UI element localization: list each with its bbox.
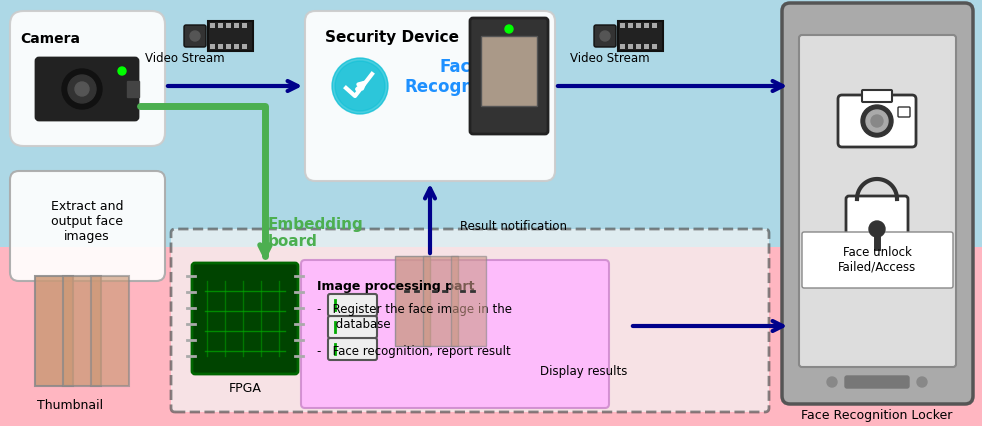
Circle shape bbox=[68, 76, 96, 104]
FancyBboxPatch shape bbox=[782, 4, 973, 404]
FancyBboxPatch shape bbox=[242, 45, 247, 50]
FancyBboxPatch shape bbox=[328, 338, 377, 360]
FancyBboxPatch shape bbox=[862, 91, 892, 103]
Text: Face
Recognition: Face Recognition bbox=[405, 58, 517, 96]
FancyBboxPatch shape bbox=[35, 276, 73, 386]
Circle shape bbox=[332, 59, 388, 115]
Circle shape bbox=[869, 222, 885, 237]
FancyBboxPatch shape bbox=[218, 24, 223, 29]
FancyBboxPatch shape bbox=[10, 12, 165, 147]
FancyBboxPatch shape bbox=[652, 24, 657, 29]
FancyBboxPatch shape bbox=[192, 263, 298, 374]
Text: Video Stream: Video Stream bbox=[145, 52, 225, 65]
FancyBboxPatch shape bbox=[620, 45, 625, 50]
Text: Security Device: Security Device bbox=[325, 30, 459, 45]
FancyBboxPatch shape bbox=[898, 108, 910, 118]
Circle shape bbox=[75, 83, 89, 97]
Text: Face unlock
Failed/Access: Face unlock Failed/Access bbox=[838, 245, 916, 273]
Circle shape bbox=[62, 70, 102, 110]
Text: Thumbnail: Thumbnail bbox=[37, 398, 103, 411]
FancyBboxPatch shape bbox=[226, 45, 231, 50]
FancyBboxPatch shape bbox=[620, 24, 625, 29]
FancyBboxPatch shape bbox=[395, 256, 430, 346]
Text: Embedding
board: Embedding board bbox=[268, 216, 363, 249]
FancyBboxPatch shape bbox=[242, 24, 247, 29]
FancyBboxPatch shape bbox=[481, 37, 537, 107]
FancyBboxPatch shape bbox=[799, 36, 956, 367]
FancyBboxPatch shape bbox=[234, 24, 239, 29]
Circle shape bbox=[118, 68, 126, 76]
FancyBboxPatch shape bbox=[10, 172, 165, 281]
FancyBboxPatch shape bbox=[328, 294, 377, 316]
Circle shape bbox=[871, 116, 883, 128]
FancyBboxPatch shape bbox=[594, 26, 616, 48]
FancyBboxPatch shape bbox=[127, 82, 139, 98]
FancyBboxPatch shape bbox=[208, 22, 253, 52]
FancyBboxPatch shape bbox=[636, 24, 641, 29]
Circle shape bbox=[600, 32, 610, 42]
FancyBboxPatch shape bbox=[846, 196, 908, 253]
FancyBboxPatch shape bbox=[636, 45, 641, 50]
FancyBboxPatch shape bbox=[644, 24, 649, 29]
FancyBboxPatch shape bbox=[301, 260, 609, 408]
FancyBboxPatch shape bbox=[63, 276, 101, 386]
Circle shape bbox=[190, 32, 200, 42]
Text: Face Recognition Locker: Face Recognition Locker bbox=[801, 408, 953, 421]
Circle shape bbox=[861, 106, 893, 138]
FancyBboxPatch shape bbox=[210, 24, 215, 29]
Circle shape bbox=[866, 111, 888, 132]
Text: Video Stream: Video Stream bbox=[571, 52, 650, 65]
Circle shape bbox=[505, 26, 513, 34]
FancyBboxPatch shape bbox=[802, 233, 953, 288]
FancyBboxPatch shape bbox=[652, 45, 657, 50]
Circle shape bbox=[335, 62, 385, 112]
FancyBboxPatch shape bbox=[184, 26, 206, 48]
FancyBboxPatch shape bbox=[305, 12, 555, 181]
Text: -   Register the face image in the
     database: - Register the face image in the databas… bbox=[317, 302, 512, 330]
Text: Image processing part: Image processing part bbox=[317, 279, 474, 292]
FancyBboxPatch shape bbox=[210, 45, 215, 50]
FancyBboxPatch shape bbox=[451, 256, 486, 346]
Text: Camera: Camera bbox=[20, 32, 80, 46]
FancyBboxPatch shape bbox=[0, 0, 982, 247]
FancyBboxPatch shape bbox=[0, 247, 982, 426]
Text: -   Face recognition, report result: - Face recognition, report result bbox=[317, 344, 511, 357]
Text: Display results: Display results bbox=[540, 364, 627, 377]
FancyBboxPatch shape bbox=[423, 256, 458, 346]
FancyBboxPatch shape bbox=[171, 230, 769, 412]
Text: Extract and
output face
images: Extract and output face images bbox=[51, 200, 124, 243]
FancyBboxPatch shape bbox=[226, 24, 231, 29]
FancyBboxPatch shape bbox=[36, 59, 138, 121]
Text: FPGA: FPGA bbox=[229, 381, 261, 394]
FancyBboxPatch shape bbox=[328, 316, 377, 338]
FancyBboxPatch shape bbox=[845, 376, 909, 388]
FancyBboxPatch shape bbox=[234, 45, 239, 50]
FancyBboxPatch shape bbox=[91, 276, 129, 386]
FancyBboxPatch shape bbox=[628, 45, 633, 50]
FancyBboxPatch shape bbox=[644, 45, 649, 50]
Text: Result notification: Result notification bbox=[460, 219, 567, 233]
FancyBboxPatch shape bbox=[838, 96, 916, 148]
FancyBboxPatch shape bbox=[470, 19, 548, 135]
FancyBboxPatch shape bbox=[618, 22, 663, 52]
Circle shape bbox=[917, 377, 927, 387]
Circle shape bbox=[827, 377, 837, 387]
FancyBboxPatch shape bbox=[628, 24, 633, 29]
FancyBboxPatch shape bbox=[218, 45, 223, 50]
